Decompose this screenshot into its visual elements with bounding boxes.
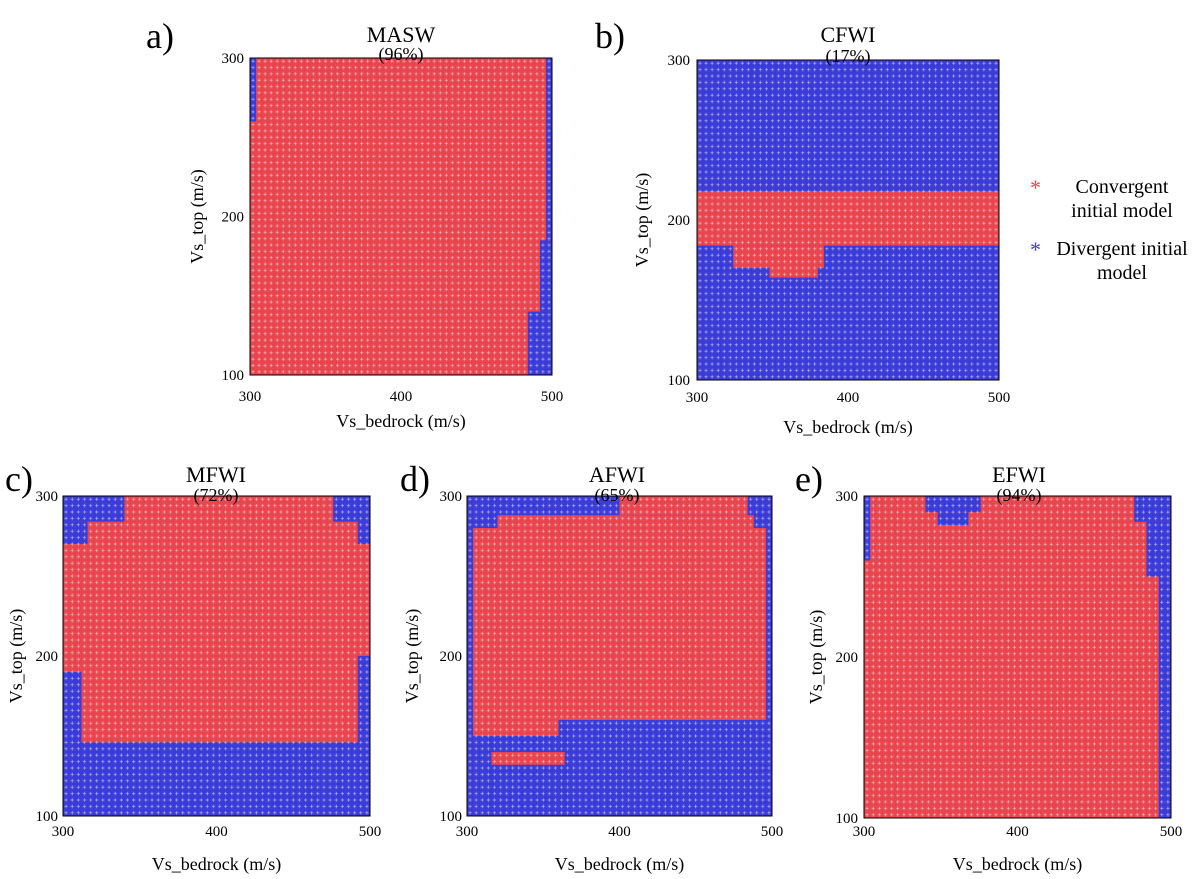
- panel-b: b) CFWI(17%) 300 400 500 100 200 300 Vs_bedrock …: [595, 16, 1010, 438]
- x-tick-label: 300: [456, 824, 479, 840]
- x-tick-label: 500: [541, 389, 564, 405]
- y-tick-label: 100: [668, 373, 691, 389]
- x-tick-label: 300: [239, 389, 262, 405]
- x-tick-label: 300: [853, 824, 876, 840]
- y-tick-label: 200: [222, 210, 245, 226]
- legend-label-divergent: Divergent initial model: [1056, 238, 1188, 284]
- y-tick-label: 300: [440, 489, 463, 505]
- panel-c: c) MFWI(72%) 300 400 500 100 200 300 Vs_bedrock …: [5, 459, 381, 875]
- legend: * Convergent initial model * Divergent i…: [1030, 175, 1190, 299]
- plot-frame: [466, 495, 773, 817]
- panel-label: a): [146, 16, 174, 56]
- chart-title: MFWI: [186, 462, 246, 487]
- y-axis-label: Vs_top (m/s): [402, 609, 423, 704]
- y-tick-label: 200: [36, 649, 59, 665]
- y-tick-label: 200: [440, 649, 463, 665]
- x-tick-label: 400: [205, 824, 228, 840]
- plot-frame: [249, 57, 553, 376]
- x-tick-label: 500: [1160, 824, 1183, 840]
- y-tick-label: 200: [668, 213, 691, 229]
- y-axis-label: Vs_top (m/s): [632, 173, 653, 268]
- x-tick-label: 400: [608, 824, 631, 840]
- chart-subtitle: (72%): [194, 485, 239, 506]
- marker-grid: [63, 496, 370, 816]
- x-tick-label: 300: [52, 824, 75, 840]
- chart-title: CFWI: [821, 22, 876, 47]
- x-axis-label: Vs_bedrock (m/s): [336, 411, 465, 432]
- chart-title: MASW: [367, 22, 436, 47]
- panel-label: b): [595, 16, 625, 56]
- chart-subtitle: (17%): [826, 46, 871, 67]
- x-tick-label: 300: [686, 390, 709, 406]
- chart-title: AFWI: [589, 462, 645, 487]
- y-axis-label: Vs_top (m/s): [6, 609, 27, 704]
- y-axis-label: Vs_top (m/s): [806, 610, 827, 705]
- panel-d: d) AFWI(65%) 300 400 500 100 200 300 Vs_bedrock …: [400, 459, 783, 875]
- y-axis-label: Vs_top (m/s): [187, 169, 208, 264]
- legend-marker-divergent: *: [1030, 237, 1041, 262]
- chart-subtitle: (94%): [997, 485, 1042, 506]
- x-tick-label: 500: [761, 824, 784, 840]
- y-tick-label: 300: [668, 53, 691, 69]
- plot-frame: [696, 59, 1000, 381]
- panel-a: a) MASW(96%) 300 400 500 100 200 300 Vs_bedrock …: [146, 16, 563, 432]
- marker-grid: [467, 496, 772, 816]
- plot-frame: [62, 495, 371, 817]
- chart-subtitle: (65%): [595, 485, 640, 506]
- marker-grid: [864, 496, 1171, 818]
- y-tick-label: 100: [36, 809, 59, 825]
- panel-label: c): [5, 459, 33, 499]
- panel-e: e) EFWI(94%) 300 400 500 100 200 300 Vs_bedrock …: [795, 459, 1182, 875]
- legend-marker-convergent: *: [1030, 175, 1041, 200]
- x-tick-label: 500: [359, 824, 382, 840]
- x-axis-label: Vs_bedrock (m/s): [555, 854, 684, 875]
- panel-label: d): [400, 459, 430, 499]
- x-tick-label: 400: [837, 390, 860, 406]
- y-tick-label: 100: [836, 811, 859, 827]
- x-axis-label: Vs_bedrock (m/s): [152, 854, 281, 875]
- y-tick-label: 200: [836, 650, 859, 666]
- y-tick-label: 300: [836, 489, 859, 505]
- chart-subtitle: (96%): [379, 44, 424, 65]
- x-axis-label: Vs_bedrock (m/s): [953, 854, 1082, 875]
- legend-item-divergent: * Divergent initial model: [1030, 237, 1190, 285]
- x-tick-label: 400: [1006, 824, 1029, 840]
- x-axis-label: Vs_bedrock (m/s): [783, 417, 912, 438]
- y-tick-label: 100: [440, 809, 463, 825]
- legend-label-convergent: Convergent initial model: [1071, 176, 1173, 222]
- panel-label: e): [795, 459, 823, 499]
- y-tick-label: 300: [36, 489, 59, 505]
- x-tick-label: 500: [988, 390, 1011, 406]
- chart-title: EFWI: [992, 462, 1046, 487]
- plot-frame: [863, 495, 1172, 819]
- marker-grid: [697, 60, 999, 380]
- marker-grid: [250, 58, 552, 375]
- y-tick-label: 300: [222, 51, 245, 67]
- y-tick-label: 100: [222, 368, 245, 384]
- legend-item-convergent: * Convergent initial model: [1030, 175, 1190, 223]
- x-tick-label: 400: [390, 389, 413, 405]
